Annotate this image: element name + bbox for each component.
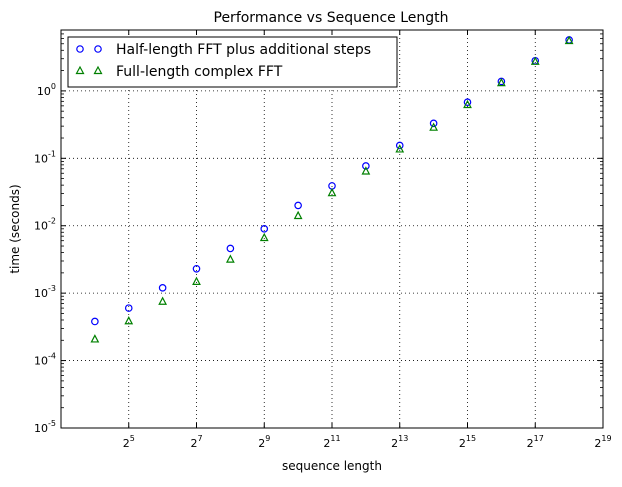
legend-marker-full-length xyxy=(75,65,85,75)
data-point-full-length xyxy=(564,35,574,45)
data-point-half-length xyxy=(226,244,235,253)
y-tick-label: 10-2 xyxy=(34,217,56,233)
x-tick-label: 213 xyxy=(391,434,408,450)
grid xyxy=(61,30,603,428)
y-tick-label: 10-4 xyxy=(34,352,56,368)
data-point-full-length xyxy=(293,210,303,220)
plot-area-frame xyxy=(60,29,604,429)
data-point-full-length xyxy=(90,334,100,343)
x-tick-label: 215 xyxy=(459,434,476,450)
x-tick-label: 217 xyxy=(527,434,544,450)
legend-marker-half-length xyxy=(76,45,84,53)
legend-box xyxy=(67,36,398,88)
data-point-full-length xyxy=(192,276,201,285)
data-point-full-length xyxy=(327,187,337,197)
data-point-half-length xyxy=(91,317,99,326)
legend-marker-full-length xyxy=(93,65,103,75)
data-point-full-length xyxy=(496,77,506,87)
data-points xyxy=(90,35,574,343)
data-point-full-length xyxy=(225,254,235,263)
chart-title: Performance vs Sequence Length xyxy=(214,10,449,26)
x-tick-label: 25 xyxy=(123,434,135,450)
data-point-full-length xyxy=(395,144,405,153)
y-tick-label: 10-5 xyxy=(34,419,56,435)
legend-label-full-length: Full-length complex FFT xyxy=(116,64,283,80)
y-tick-label: 100 xyxy=(37,82,56,98)
x-tick-label: 211 xyxy=(323,434,340,450)
data-point-full-length xyxy=(463,99,472,109)
data-point-half-length xyxy=(192,264,201,273)
data-point-half-length xyxy=(158,284,167,292)
x-tick-label: 27 xyxy=(190,434,202,450)
data-point-full-length xyxy=(429,122,439,131)
data-point-half-length xyxy=(463,98,472,106)
data-point-half-length xyxy=(395,141,404,150)
data-point-full-length xyxy=(361,166,371,175)
data-point-half-length xyxy=(362,162,370,170)
x-tick-label: 219 xyxy=(594,434,611,450)
y-axis-label: time (seconds) xyxy=(8,184,22,273)
data-point-half-length xyxy=(294,201,302,210)
axis-ticks: 25 27 29 211 213 215 217 219 10-5 10-4 10-3 10-2 10-… xyxy=(34,30,612,450)
data-point-full-length xyxy=(530,56,540,65)
legend: Half-length FFT plus additional steps Fu… xyxy=(67,36,398,88)
data-point-half-length xyxy=(429,119,438,128)
x-tick-label: 29 xyxy=(258,434,270,450)
y-tick-label: 10-1 xyxy=(34,149,56,165)
data-point-full-length xyxy=(259,232,269,242)
data-point-full-length xyxy=(158,296,168,305)
y-tick-label: 10-3 xyxy=(34,284,56,300)
data-point-half-length xyxy=(260,225,269,233)
data-point-full-length xyxy=(124,316,134,325)
legend-marker-half-length xyxy=(94,45,102,53)
x-axis-label: sequence length xyxy=(282,459,382,473)
legend-label-half-length: Half-length FFT plus additional steps xyxy=(116,42,371,58)
data-point-half-length xyxy=(124,304,133,312)
